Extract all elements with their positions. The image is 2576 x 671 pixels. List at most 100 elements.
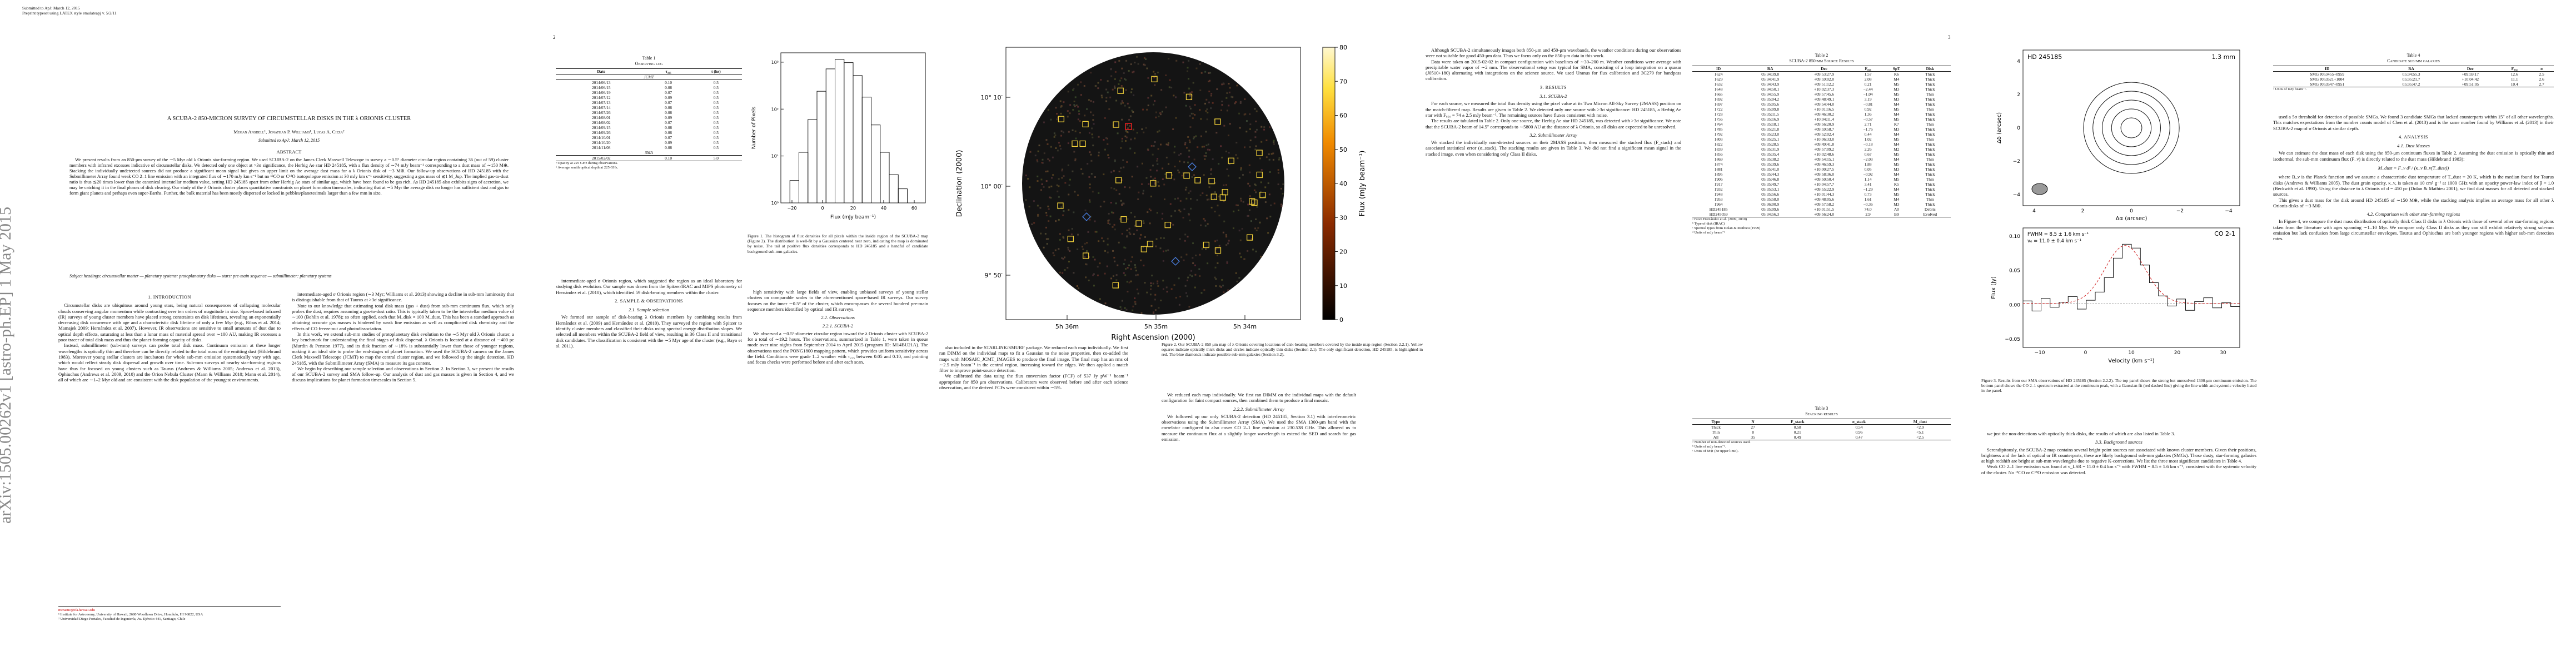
noise-pixel: [1084, 115, 1086, 117]
noise-pixel: [1223, 184, 1225, 186]
section-heading: 4. ANALYSIS: [2399, 134, 2428, 140]
table-cell: −0.18: [1863, 142, 1873, 147]
noise-pixel: [1153, 145, 1155, 147]
noise-pixel: [1150, 145, 1153, 147]
table-row: 2014/08/01 0.09 0.5: [556, 115, 742, 120]
column-header: N: [1739, 419, 1767, 425]
noise-pixel: [1254, 227, 1257, 230]
noise-pixel: [1037, 180, 1039, 182]
noise-pixel: [1208, 72, 1210, 74]
table-cell: +10:01:44.3: [1814, 192, 1835, 197]
noise-pixel: [1078, 287, 1080, 290]
table-cell: +10:06:33.0: [1814, 137, 1835, 142]
noise-pixel: [1257, 227, 1259, 229]
noise-pixel: [1255, 191, 1257, 193]
noise-pixel: [1037, 161, 1039, 163]
noise-pixel: [1147, 105, 1149, 107]
table-cell: +10:04:57.7: [1814, 182, 1835, 187]
noise-pixel: [1215, 278, 1217, 280]
noise-pixel: [1187, 236, 1189, 238]
noise-pixel: [1147, 77, 1149, 79]
table-note: ᵃ Units of mJy beam⁻¹.: [2273, 87, 2307, 91]
noise-pixel: [1208, 91, 1210, 93]
noise-pixel: [1238, 230, 1240, 232]
y-tick-label: 10° 00′: [981, 183, 1003, 190]
table-cell: 2014/06/19: [591, 90, 611, 95]
noise-pixel: [1074, 158, 1077, 160]
table-cell: 1692: [1714, 97, 1723, 102]
noise-pixel: [1090, 160, 1093, 162]
noise-pixel: [1210, 206, 1213, 208]
noise-pixel: [1154, 294, 1157, 296]
noise-pixel: [1142, 108, 1144, 111]
table-cell: 2014/06/13: [591, 80, 611, 85]
table-cell: 0.5: [713, 125, 719, 130]
noise-pixel: [1226, 262, 1228, 264]
noise-pixel: [1273, 141, 1275, 143]
noise-pixel: [1154, 299, 1156, 301]
subsection-heading: 2.2.1. SCUBA-2: [822, 323, 854, 329]
noise-pixel: [1173, 284, 1175, 286]
noise-pixel: [1220, 109, 1222, 111]
table-cell: 0.5: [713, 110, 719, 115]
noise-pixel: [1218, 196, 1220, 198]
noise-pixel: [1154, 183, 1156, 185]
colorbar-tick-label: 20: [1339, 248, 1347, 256]
figure-caption: Figure 3. Results from our SMA observati…: [1981, 378, 2256, 394]
table-cell: M4: [1894, 187, 1900, 192]
noise-pixel: [1237, 157, 1239, 160]
noise-pixel: [1118, 193, 1120, 195]
noise-pixel: [1075, 105, 1078, 107]
noise-pixel: [1202, 192, 1204, 195]
noise-pixel: [1042, 158, 1044, 161]
table-row: Thick 27 0.58 0.54 <2.9: [1692, 425, 1951, 430]
noise-pixel: [1144, 236, 1147, 238]
table-cell: 05:35:25.1: [1761, 137, 1780, 142]
noise-pixel: [1205, 98, 1208, 101]
table-cell: 1839: [1714, 147, 1723, 152]
noise-pixel: [1215, 248, 1217, 250]
noise-pixel: [1178, 209, 1180, 211]
histogram-bar: [825, 68, 835, 203]
noise-pixel: [1137, 63, 1139, 65]
noise-pixel: [1126, 123, 1128, 126]
noise-pixel: [1179, 211, 1182, 213]
table-cell: 0.08: [665, 85, 672, 90]
noise-pixel: [1062, 168, 1064, 171]
noise-pixel: [1136, 289, 1138, 291]
noise-pixel: [1124, 259, 1126, 261]
noise-pixel: [1206, 118, 1208, 121]
x-axis-label: Δα (arcsec): [2116, 216, 2148, 222]
noise-pixel: [1123, 263, 1125, 265]
noise-pixel: [1247, 250, 1249, 252]
noise-pixel: [1278, 158, 1280, 161]
table-cell: 05:35:56.6: [1761, 192, 1780, 197]
noise-pixel: [1134, 225, 1136, 227]
table-note: ᶜ Spectral types from Dolan & Mathieu (1…: [1692, 226, 1761, 230]
subsection-heading: 3.1. SCUBA-2: [1539, 93, 1567, 100]
member-marker: [1140, 246, 1148, 252]
noise-pixel: [1188, 87, 1190, 90]
noise-pixel: [1092, 274, 1094, 276]
noise-pixel: [1268, 158, 1270, 161]
column-header: ID: [1692, 66, 1745, 72]
noise-pixel: [1150, 285, 1152, 287]
noise-pixel: [1088, 279, 1090, 281]
table-row: 1764 05:35:18.1 +09:56:20.9 2.71 K7 Thin: [1692, 122, 1951, 127]
subsection-heading: 4.1. Dust Masses: [2397, 143, 2430, 149]
noise-pixel: [1048, 186, 1050, 188]
noise-pixel: [1033, 222, 1035, 224]
noise-pixel: [1158, 116, 1160, 118]
table-cell: 1869: [1714, 157, 1723, 162]
noise-pixel: [1115, 100, 1118, 102]
table-row: 2014/10/01 0.07 0.5: [556, 135, 742, 140]
noise-pixel: [1218, 245, 1220, 247]
member-marker: [1083, 252, 1089, 259]
text-column: We reduced each map individually. We fir…: [1162, 392, 1356, 637]
noise-pixel: [1140, 312, 1143, 314]
paragraph: We observed a ∼0.5°-diameter circular re…: [748, 330, 928, 365]
noise-pixel: [1029, 151, 1032, 153]
contour: [2111, 108, 2152, 147]
noise-pixel: [1165, 106, 1167, 108]
noise-pixel: [1123, 272, 1125, 274]
